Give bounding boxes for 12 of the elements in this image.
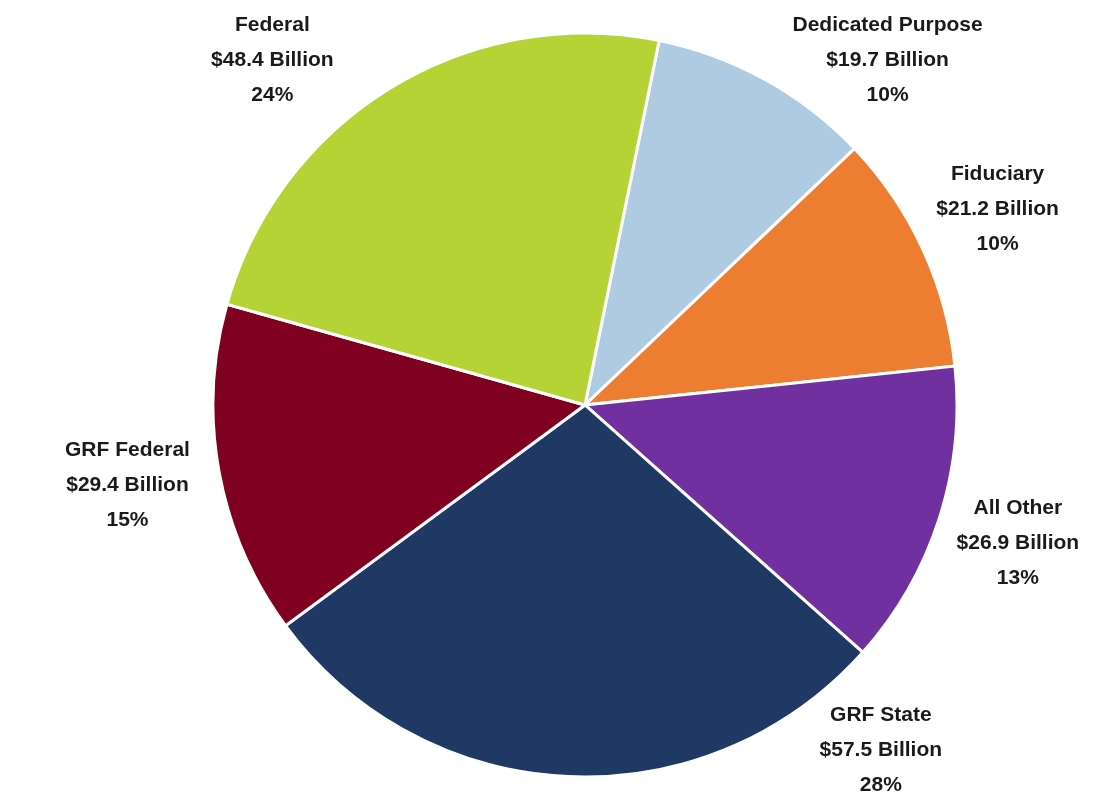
slice-label: Fiduciary [950, 160, 1045, 184]
data-label: $21.2 Billion 10% [936, 195, 1059, 254]
slice-label: GRF State [830, 701, 932, 725]
data-label: $26.9 Billion 13% [956, 529, 1080, 588]
data-label: $19.7 Billion 10% [826, 46, 949, 105]
data-label: $29.4 Billion 15% [66, 471, 189, 530]
slice-label: Dedicated Purpose [792, 11, 983, 35]
slice-label: Federal [235, 11, 310, 35]
slice-label: GRF Federal [65, 436, 190, 460]
slice-label: All Other [973, 494, 1063, 518]
data-label: $48.4 Billion 24% [211, 46, 334, 105]
data-label: $57.5 Billion 28% [819, 736, 943, 795]
